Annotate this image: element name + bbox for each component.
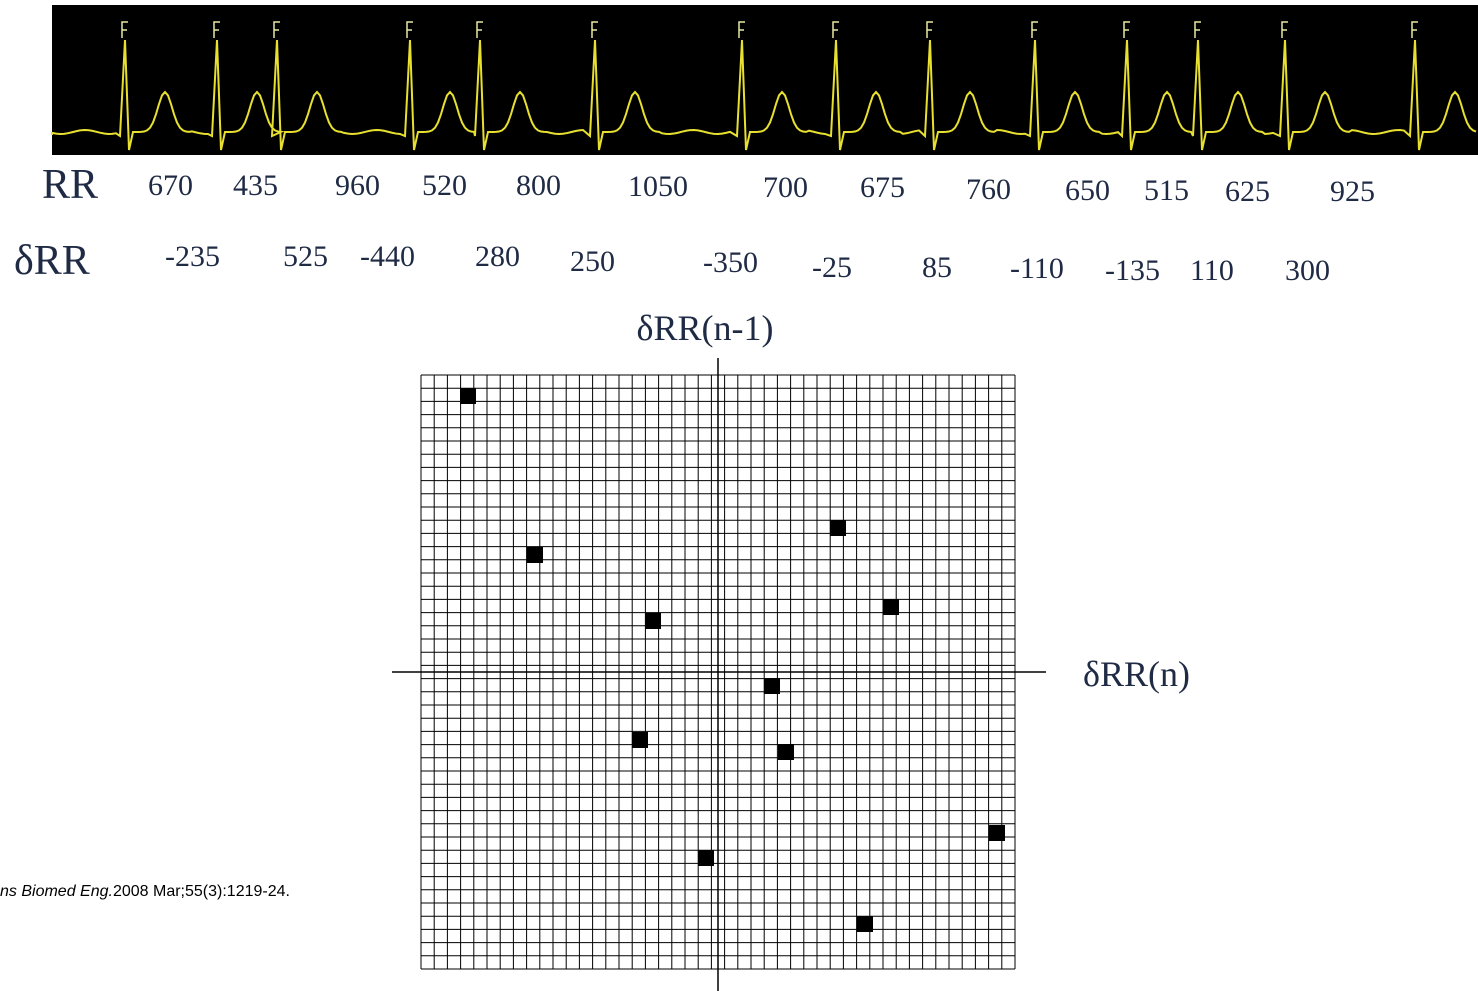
rr-value: 675 [860,171,905,204]
drr-value: 280 [475,240,520,273]
point [989,825,1005,841]
drr-value: 110 [1190,254,1234,287]
drr-value: -440 [360,240,415,273]
drr-value: 250 [570,245,615,278]
drr-value: -350 [703,246,758,279]
rr-value: 435 [233,169,278,202]
point [883,599,899,615]
citation: ns Biomed Eng.2008 Mar;55(3):1219-24. [0,883,290,900]
rr-value: 960 [335,169,380,202]
rr-value: 800 [516,169,561,202]
point [857,916,873,932]
rr-value: 625 [1225,175,1270,208]
drr-value: -135 [1105,254,1160,287]
point [632,732,648,748]
rr-value: 515 [1144,174,1189,207]
point [645,613,661,629]
point [460,388,476,404]
drr-value: -25 [812,251,852,284]
point [764,678,780,694]
rr-label: RR [42,162,98,208]
rr-value: 1050 [628,170,688,203]
drr-label: δRR [14,238,90,284]
rr-value: 925 [1330,175,1375,208]
point [698,850,714,866]
y-axis-label: δRR(n-1) [637,308,774,348]
drr-value: -235 [165,240,220,273]
rr-value: 760 [966,173,1011,206]
point [830,520,846,536]
point [778,744,794,760]
slide: RR δRR δRR(n-1) δRR(n) ns Biomed Eng.200… [0,0,1478,991]
rr-value: 520 [422,169,467,202]
drr-value: -110 [1010,252,1064,285]
drr-value: 85 [922,251,952,284]
citation-journal: ns Biomed Eng. [0,883,113,900]
rr-value: 670 [148,169,193,202]
rr-value: 650 [1065,174,1110,207]
citation-details: 2008 Mar;55(3):1219-24. [113,883,290,900]
x-axis-label: δRR(n) [1083,654,1190,694]
rr-value: 700 [763,171,808,204]
drr-value: 525 [283,240,328,273]
point [527,547,543,563]
drr-value: 300 [1285,254,1330,287]
